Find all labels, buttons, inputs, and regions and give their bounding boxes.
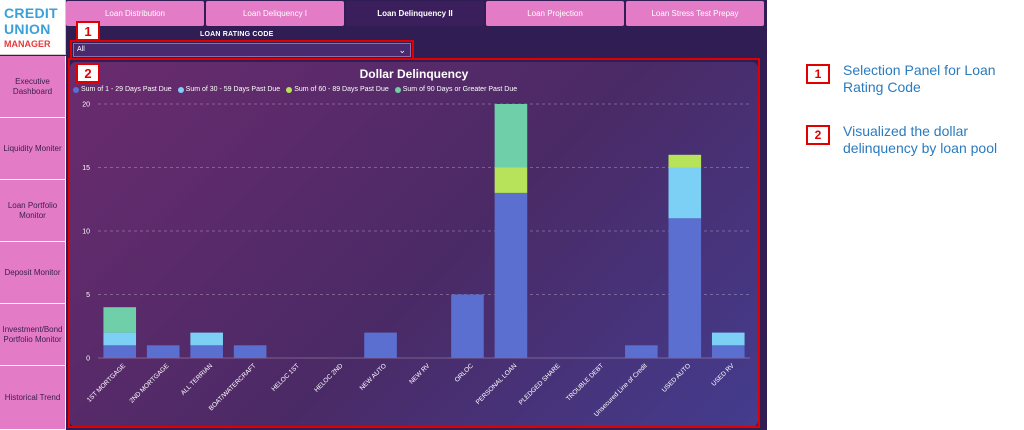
legend-dot xyxy=(286,86,293,93)
bar-segment xyxy=(103,332,137,346)
legend-label: Sum of 1 - 29 Days Past Due xyxy=(81,86,172,93)
annotation-text: Selection Panel for Loan Rating Code xyxy=(843,62,996,95)
y-tick-label: 15 xyxy=(82,165,90,172)
chevron-down-icon: ⌄ xyxy=(398,45,406,55)
bar-segment xyxy=(146,345,180,358)
bar-segment xyxy=(103,345,137,358)
bar-segment xyxy=(233,345,267,358)
marker-1: 1 xyxy=(76,21,100,41)
legend-label: Sum of 90 Days or Greater Past Due xyxy=(402,86,518,93)
logo: CREDIT UNION MANAGER xyxy=(0,0,66,55)
logo-line-2: UNION xyxy=(4,21,51,37)
tab-loan-delinquency-2[interactable]: Loan Delinquency II xyxy=(346,1,484,26)
bar-segment xyxy=(668,154,702,168)
tab-loan-deliquency-1[interactable]: Loan Deliquency I xyxy=(206,1,344,26)
legend-item-30-59: Sum of 30 - 59 Days Past Due xyxy=(177,86,281,93)
legend-dot xyxy=(73,86,79,93)
bar-segment xyxy=(494,167,528,193)
bar-segment xyxy=(494,104,528,168)
legend-label: Sum of 30 - 59 Days Past Due xyxy=(185,86,281,93)
loan-rating-code-label: LOAN RATING CODE xyxy=(200,31,274,38)
sidebar-item-executive-dashboard[interactable]: Executive Dashboard xyxy=(0,56,66,118)
tab-loan-stress-test-prepay[interactable]: Loan Stress Test Prepay xyxy=(626,1,764,26)
tab-loan-projection[interactable]: Loan Projection xyxy=(486,1,624,26)
y-tick-label: 20 xyxy=(82,102,90,109)
bar-segment xyxy=(625,345,658,358)
loan-rating-code-select[interactable]: All ⌄ xyxy=(73,43,411,57)
bar-segment xyxy=(364,332,397,358)
dashboard: CREDIT UNION MANAGER Executive Dashboard… xyxy=(0,0,767,430)
logo-line-3: MANAGER xyxy=(4,39,51,49)
sidebar-item-investment-bond-portfolio-monitor[interactable]: Investment/Bond Portfolio Monitor xyxy=(0,304,66,366)
legend-dot xyxy=(177,86,184,93)
annotation-text: Visualized the dollar delinquency by loa… xyxy=(843,123,998,156)
bar-segment xyxy=(190,332,223,346)
bar-segment xyxy=(494,192,528,358)
legend-item-1-29: Sum of 1 - 29 Days Past Due xyxy=(73,86,172,93)
annotation-number: 1 xyxy=(806,64,830,84)
legend-item-60-89: Sum of 60 - 89 Days Past Due xyxy=(286,86,389,93)
chart-highlight xyxy=(68,58,760,428)
bar-segment xyxy=(103,307,137,333)
bar-segment xyxy=(668,218,702,358)
annotation-number: 2 xyxy=(806,125,830,145)
y-tick-label: 10 xyxy=(82,229,90,236)
sidebar-item-deposit-monitor[interactable]: Deposit Monitor xyxy=(0,242,66,304)
legend-label: Sum of 60 - 89 Days Past Due xyxy=(294,86,389,93)
bar-segment xyxy=(711,332,745,346)
legend-dot xyxy=(394,86,401,93)
chart-title: Dollar Delinquency xyxy=(359,67,469,81)
sidebar-item-loan-portfolio-monitor[interactable]: Loan Portfolio Monitor xyxy=(0,180,66,242)
marker-2: 2 xyxy=(76,63,100,83)
bar-segment xyxy=(711,345,745,358)
y-tick-label: 0 xyxy=(86,356,90,363)
bar-segment xyxy=(190,345,223,358)
bar-segment xyxy=(668,167,702,219)
sidebar-item-historical-trend[interactable]: Historical Trend xyxy=(0,366,66,430)
bar-segment xyxy=(451,294,484,358)
select-value: All xyxy=(77,46,85,53)
legend-item-90-plus: Sum of 90 Days or Greater Past Due xyxy=(394,86,518,93)
dollar-delinquency-chart: Dollar Delinquency Sum of 1 - 29 Days Pa… xyxy=(70,62,758,427)
sidebar-item-liquidity-moniter[interactable]: Liquidity Moniter xyxy=(0,118,66,180)
logo-line-1: CREDIT xyxy=(4,5,58,21)
chart-legend: Sum of 1 - 29 Days Past Due Sum of 30 - … xyxy=(73,86,517,93)
y-tick-label: 5 xyxy=(86,292,90,299)
